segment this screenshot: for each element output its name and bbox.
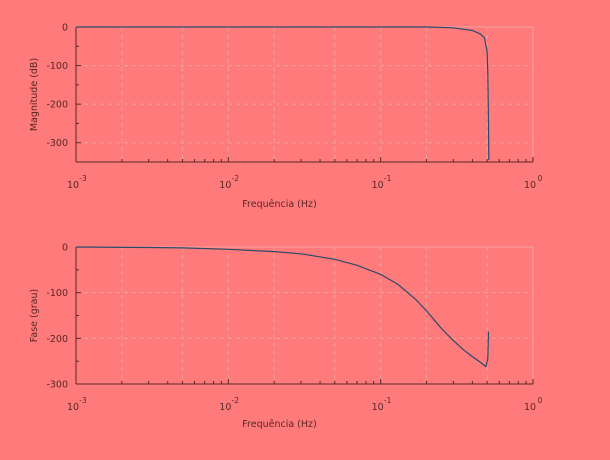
x-tick-label: 10 (524, 180, 536, 191)
x-tick-exponent: -1 (384, 174, 392, 183)
x-tick-exponent: -2 (232, 174, 240, 183)
y-tick-label: -200 (46, 100, 68, 111)
x-tick-label: 10 (67, 402, 79, 413)
y-axis-label: Fase (grau) (29, 289, 40, 342)
x-tick-label: 10 (524, 402, 536, 413)
y-tick-label: -300 (46, 380, 68, 391)
x-tick-exponent: -2 (232, 396, 240, 405)
x-axis-label: Frequência (Hz) (242, 199, 316, 210)
x-tick-label: 10 (219, 402, 231, 413)
x-tick-exponent: -3 (79, 174, 87, 183)
x-tick-exponent: -3 (79, 396, 87, 405)
y-tick-label: 0 (62, 23, 68, 34)
plot-frame (75, 246, 534, 385)
series-line (75, 246, 490, 368)
x-axis-label: Frequência (Hz) (242, 419, 316, 430)
x-tick-exponent: 0 (538, 396, 543, 405)
y-tick-label: -100 (46, 288, 68, 299)
x-tick-label: 10 (67, 180, 79, 191)
series-line (76, 26, 490, 161)
plot-frame (75, 26, 534, 163)
x-tick-label: 10 (219, 180, 231, 191)
x-tick-exponent: -1 (384, 396, 392, 405)
x-tick-exponent: 0 (538, 174, 543, 183)
y-tick-label: -200 (46, 334, 68, 345)
x-tick-label: 10 (372, 180, 384, 191)
x-tick-label: 10 (372, 402, 384, 413)
y-tick-label: -100 (46, 61, 68, 72)
y-axis-label: Magnitude (dB) (29, 58, 40, 131)
y-tick-label: 0 (62, 243, 68, 254)
y-tick-label: -300 (46, 138, 68, 149)
